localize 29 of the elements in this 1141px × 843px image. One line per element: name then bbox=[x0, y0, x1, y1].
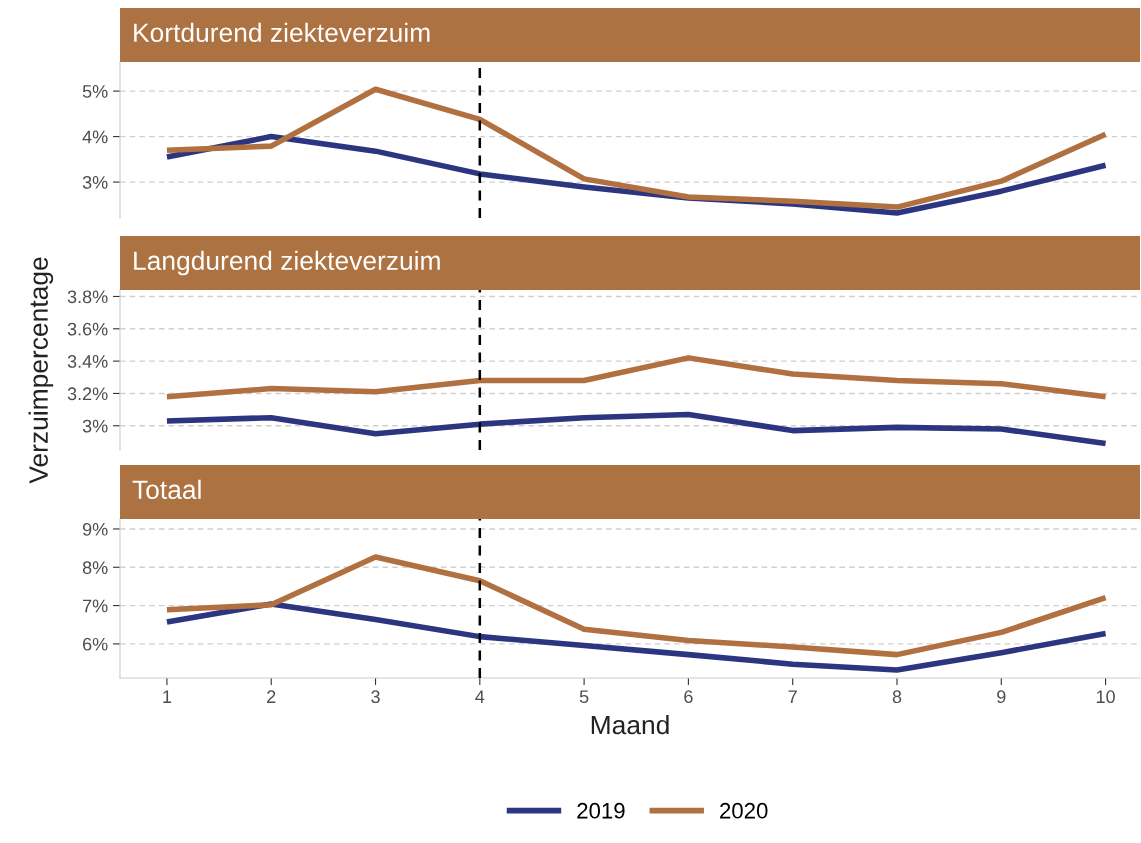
y-tick-label: 4% bbox=[82, 130, 108, 144]
x-tick-label: 4 bbox=[475, 690, 485, 703]
y-tick-label: 3.2% bbox=[67, 387, 108, 401]
x-tick-label: 10 bbox=[1096, 690, 1115, 704]
y-tick-label: 3% bbox=[82, 176, 108, 189]
y-tick-label: 8% bbox=[82, 561, 108, 574]
legend-label: 2020 bbox=[720, 802, 768, 819]
x-tick-label: 3 bbox=[371, 690, 380, 704]
y-tick-label: 6% bbox=[83, 637, 108, 651]
x-tick-label: 1 bbox=[163, 690, 172, 703]
x-axis-title: Maand bbox=[591, 714, 669, 735]
y-tick-label: 3.4% bbox=[67, 355, 108, 368]
x-tick-label: 5 bbox=[579, 690, 589, 704]
y-tick-label: 3.6% bbox=[67, 322, 108, 336]
y-tick-label: 9% bbox=[82, 522, 108, 536]
chart-title: Langdurend ziekteverzuim bbox=[134, 250, 440, 276]
x-tick-label: 9 bbox=[997, 690, 1006, 704]
x-tick-label: 2 bbox=[267, 690, 276, 703]
y-axis-title: Verzuimpercentage bbox=[28, 257, 54, 484]
x-tick-label: 8 bbox=[892, 690, 902, 704]
y-tick-label: 3% bbox=[82, 419, 108, 433]
x-tick-label: 7 bbox=[788, 690, 797, 703]
y-tick-label: 7% bbox=[83, 599, 108, 613]
chart-title: Kortdurend ziekteverzuim bbox=[134, 22, 430, 43]
x-tick-label: 6 bbox=[684, 690, 693, 704]
legend-label: 2019 bbox=[577, 802, 625, 819]
chart-title: Totaal bbox=[132, 479, 201, 500]
y-tick-label: 5% bbox=[82, 85, 108, 98]
y-tick-label: 3.8% bbox=[67, 290, 108, 304]
